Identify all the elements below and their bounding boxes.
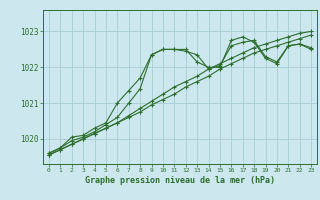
X-axis label: Graphe pression niveau de la mer (hPa): Graphe pression niveau de la mer (hPa) xyxy=(85,176,275,185)
